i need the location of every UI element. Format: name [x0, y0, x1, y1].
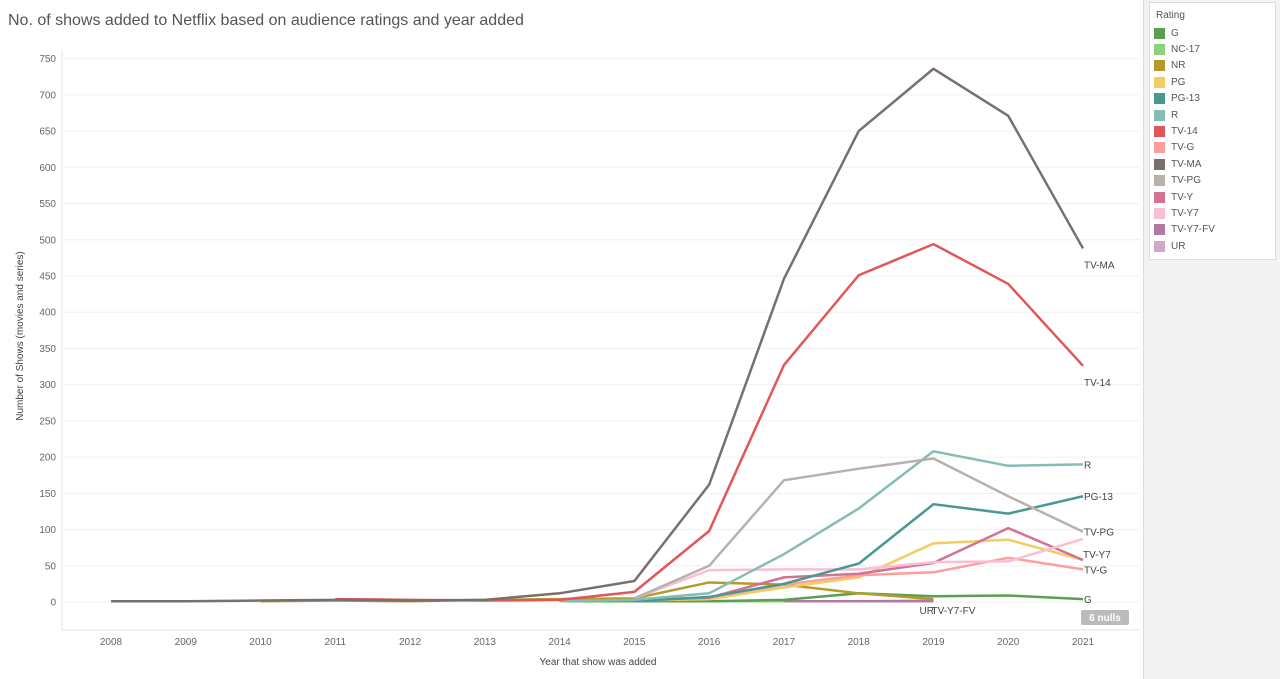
line-label-tv-y7: TV-Y7	[1083, 550, 1111, 561]
line-chart: 0 50 100 150 200 250 300 350 400 450 500 550 600 650 7…	[15, 50, 1140, 668]
legend-item-tv-y7-fv[interactable]: TV-Y7-FV	[1150, 222, 1275, 238]
legend-swatch	[1154, 109, 1165, 121]
y-tick-label: 300	[39, 380, 56, 391]
series-line-pg-13	[634, 495, 1084, 603]
x-axis-title: Year that show was added	[540, 657, 657, 668]
y-tick-label: 650	[39, 127, 56, 138]
legend-label: UR	[1171, 240, 1186, 252]
legend-item-tv-14[interactable]: TV-14	[1150, 123, 1275, 139]
x-tick-label: 2011	[325, 637, 347, 648]
legend-label: TV-Y7-FV	[1171, 224, 1215, 236]
legend-swatch	[1154, 224, 1165, 236]
legend-item-g[interactable]: G	[1150, 25, 1275, 41]
y-tick-label: 0	[50, 598, 56, 609]
x-tick-label: 2018	[848, 637, 871, 648]
legend-item-nc-17[interactable]: NC-17	[1150, 41, 1275, 57]
series-line-r	[559, 450, 1084, 603]
line-label-ur: UR	[919, 606, 933, 617]
y-tick-label: 500	[39, 235, 56, 246]
series-line-tv-14	[335, 242, 1084, 602]
legend-swatch	[1154, 126, 1165, 138]
y-tick-label: 600	[39, 163, 56, 174]
legend-label: TV-Y	[1171, 191, 1194, 203]
y-tick-label: 450	[39, 271, 56, 282]
legend-swatch	[1154, 158, 1165, 170]
line-label-g: G	[1084, 595, 1092, 606]
y-tick-label: 150	[39, 489, 56, 500]
legend-swatch	[1154, 76, 1165, 88]
x-tick-label: 2010	[249, 637, 272, 648]
y-tick-label: 350	[39, 344, 56, 355]
y-tick-label: 550	[39, 199, 56, 210]
legend-swatch	[1154, 191, 1165, 203]
y-tick-label: 200	[39, 453, 56, 464]
y-axis-title: Number of Shows (movies and series)	[15, 251, 26, 421]
line-label-tv-pg: TV-PG	[1084, 528, 1114, 539]
y-tick-label: 250	[39, 416, 56, 427]
nulls-badge-text[interactable]: 6 nulls	[1089, 613, 1121, 624]
legend-label: PG	[1171, 76, 1186, 88]
line-label-tv-g: TV-G	[1084, 565, 1108, 576]
x-tick-label: 2016	[698, 637, 721, 648]
x-tick-label: 2017	[773, 637, 796, 648]
x-tick-label: 2012	[399, 637, 422, 648]
legend-label: TV-MA	[1171, 158, 1202, 170]
legend-label: TV-Y7	[1171, 207, 1199, 219]
x-tick-label: 2009	[175, 637, 198, 648]
legend-item-tv-y7[interactable]: TV-Y7	[1150, 205, 1275, 221]
legend-swatch	[1154, 175, 1165, 187]
x-tick-label: 2013	[474, 637, 497, 648]
line-label-tv-ma: TV-MA	[1084, 260, 1115, 271]
legend-label: TV-14	[1171, 126, 1198, 138]
series-line-tv-ma	[111, 67, 1085, 603]
nulls-badge	[1081, 610, 1129, 625]
legend: Rating G NC-17 NR PG PG-13 R TV-14 TV-G TV-MA TV-…	[1149, 2, 1276, 260]
y-tick-label: 700	[39, 90, 56, 101]
legend-item-pg[interactable]: PG	[1150, 74, 1275, 90]
legend-label: NC-17	[1171, 44, 1200, 56]
y-tick-label: 100	[39, 525, 56, 536]
x-tick-label: 2008	[100, 637, 123, 648]
legend-swatch	[1154, 240, 1165, 252]
legend-label: NR	[1171, 60, 1186, 72]
line-label-tv-y7-fv: TV-Y7-FV	[931, 606, 975, 617]
x-tick-label: 2021	[1072, 637, 1095, 648]
legend-swatch	[1154, 60, 1165, 72]
x-tick-label: 2014	[548, 637, 571, 648]
legend-item-r[interactable]: R	[1150, 107, 1275, 123]
legend-label: TV-PG	[1171, 175, 1202, 187]
chart-title: No. of shows added to Netflix based on a…	[8, 12, 524, 29]
sidebar: Rating G NC-17 NR PG PG-13 R TV-14 TV-G TV-MA TV-…	[1143, 0, 1280, 679]
legend-item-tv-g[interactable]: TV-G	[1150, 140, 1275, 156]
legend-item-tv-ma[interactable]: TV-MA	[1150, 156, 1275, 172]
legend-label: PG-13	[1171, 93, 1200, 105]
legend-item-nr[interactable]: NR	[1150, 58, 1275, 74]
line-label-r: R	[1084, 460, 1091, 471]
legend-swatch	[1154, 207, 1165, 219]
series-line-tv-y7	[633, 537, 1084, 600]
x-tick-label: 2015	[623, 637, 646, 648]
legend-swatch	[1154, 93, 1165, 105]
legend-title: Rating	[1156, 10, 1185, 21]
legend-item-pg-13[interactable]: PG-13	[1150, 91, 1275, 107]
legend-swatch	[1154, 27, 1165, 39]
line-label-tv-14: TV-14	[1084, 378, 1111, 389]
y-tick-label: 400	[39, 308, 56, 319]
x-tick-label: 2019	[922, 637, 945, 648]
x-tick-label: 2020	[997, 637, 1020, 648]
legend-item-tv-y[interactable]: TV-Y	[1150, 189, 1275, 205]
series-line-pg	[634, 538, 1084, 602]
legend-label: TV-G	[1171, 142, 1195, 154]
legend-item-ur[interactable]: UR	[1150, 238, 1275, 254]
legend-item-tv-pg[interactable]: TV-PG	[1150, 173, 1275, 189]
legend-label: R	[1171, 109, 1179, 121]
y-tick-label: 750	[39, 54, 56, 65]
legend-swatch	[1154, 142, 1165, 154]
legend-swatch	[1154, 44, 1165, 56]
line-label-pg-13: PG-13	[1084, 492, 1113, 503]
legend-label: G	[1171, 27, 1179, 39]
series-line-tv-pg	[633, 457, 1084, 600]
y-tick-label: 50	[45, 561, 57, 572]
